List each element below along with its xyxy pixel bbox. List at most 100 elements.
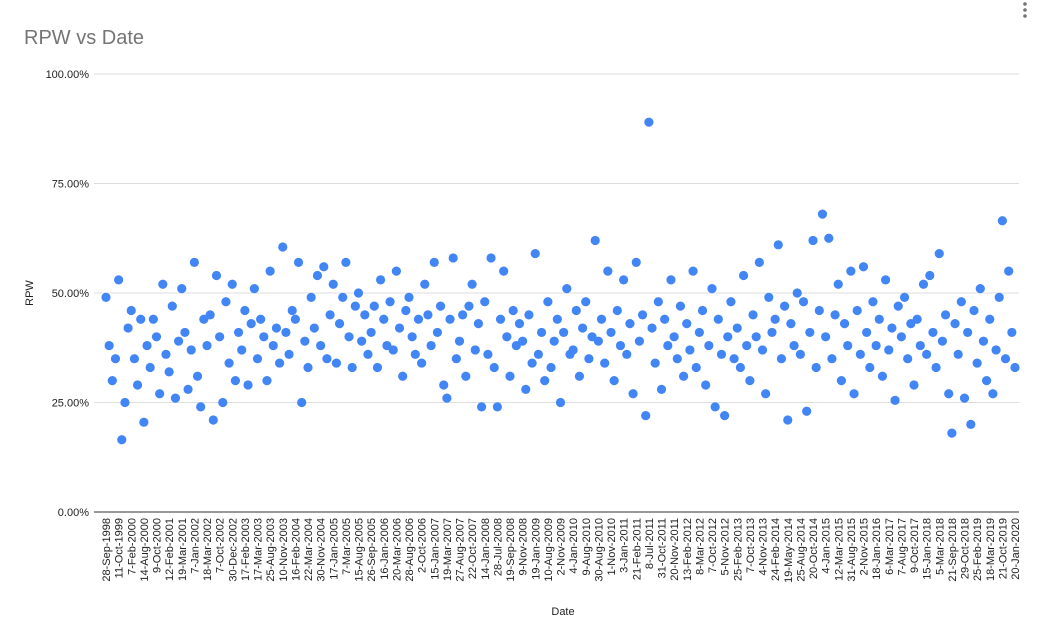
x-tick-label: 19-Sep-2008 <box>505 518 517 582</box>
point <box>489 362 499 373</box>
point <box>928 327 938 338</box>
x-tick-label: 22-Oct-2007 <box>467 518 479 579</box>
point <box>836 376 847 386</box>
point <box>716 349 727 359</box>
point <box>827 354 837 364</box>
point <box>824 233 834 243</box>
point <box>306 292 316 302</box>
point <box>773 240 783 250</box>
point <box>536 327 547 338</box>
point <box>284 349 294 359</box>
point <box>846 266 856 276</box>
x-tick-label: 6-Mar-2017 <box>884 518 896 575</box>
x-tick-label: 25-Aug-2014 <box>795 518 807 582</box>
point <box>312 270 323 281</box>
point <box>593 336 603 346</box>
point <box>720 411 730 421</box>
point <box>439 380 449 390</box>
point <box>839 319 850 329</box>
x-tick-label: 17-Mar-2003 <box>253 518 265 581</box>
point <box>136 314 146 324</box>
point <box>634 336 645 346</box>
x-tick-label: 11-Oct-1999 <box>114 518 126 578</box>
point <box>394 323 405 333</box>
point <box>256 314 266 324</box>
x-tick-label: 30-Nov-2004 <box>316 518 328 582</box>
x-tick-label: 21-Feb-2011 <box>631 518 643 580</box>
x-tick-label: 5-Mar-2018 <box>934 518 946 575</box>
point <box>644 117 654 127</box>
point <box>783 415 793 425</box>
point <box>811 362 821 373</box>
x-axis-label: Date <box>551 606 574 618</box>
point <box>650 358 660 368</box>
point <box>596 314 607 324</box>
point <box>802 406 812 416</box>
point <box>372 362 383 373</box>
point <box>707 284 717 294</box>
point <box>577 323 588 333</box>
point <box>764 292 774 302</box>
point <box>767 327 777 338</box>
y-tick-label: 0.00% <box>58 507 89 519</box>
point <box>483 349 493 359</box>
point <box>369 301 379 311</box>
point <box>454 336 465 346</box>
point <box>757 345 768 355</box>
menu-icon[interactable] <box>1023 2 1027 18</box>
point <box>243 380 253 390</box>
point <box>196 402 206 412</box>
point <box>287 305 297 316</box>
point <box>925 270 935 281</box>
point <box>328 279 338 289</box>
point <box>274 358 285 368</box>
point <box>552 314 562 324</box>
point <box>435 301 446 311</box>
point <box>600 358 610 368</box>
point <box>432 327 443 338</box>
point <box>606 327 616 338</box>
y-tick-label: 50.00% <box>52 288 90 300</box>
x-tick-label: 21-Sep-2018 <box>947 518 959 582</box>
x-tick-label: 8-Jul-2011 <box>644 518 656 569</box>
point <box>530 248 540 259</box>
point <box>978 336 989 346</box>
point <box>868 297 878 307</box>
point <box>742 340 752 351</box>
point <box>571 305 581 316</box>
point <box>224 358 234 368</box>
point <box>1004 266 1014 276</box>
point <box>732 323 742 333</box>
point <box>549 336 559 346</box>
point <box>798 297 809 307</box>
x-tick-label: 10-Aug-2009 <box>543 518 555 582</box>
point <box>858 262 869 272</box>
point <box>713 314 723 324</box>
point <box>776 354 787 364</box>
point <box>300 336 310 346</box>
point <box>947 428 957 438</box>
y-tick-label: 75.00% <box>52 179 90 191</box>
point <box>880 275 891 285</box>
point <box>495 314 506 324</box>
point <box>132 380 143 390</box>
point <box>574 371 585 381</box>
point <box>877 371 888 381</box>
point <box>341 257 351 267</box>
point <box>293 257 304 267</box>
point <box>751 332 761 342</box>
point <box>833 279 843 289</box>
point <box>704 340 714 351</box>
point <box>543 297 553 307</box>
x-tick-label: 4-Jan-2010 <box>568 518 580 574</box>
point <box>786 319 796 329</box>
point <box>227 279 237 289</box>
point <box>527 358 537 368</box>
point <box>398 371 408 381</box>
x-tick-label: 17-Jan-2005 <box>328 518 340 580</box>
point <box>331 358 342 368</box>
point <box>502 332 512 342</box>
point <box>521 384 531 394</box>
point <box>366 327 376 338</box>
x-tick-label: 9-Nov-2008 <box>518 518 530 575</box>
